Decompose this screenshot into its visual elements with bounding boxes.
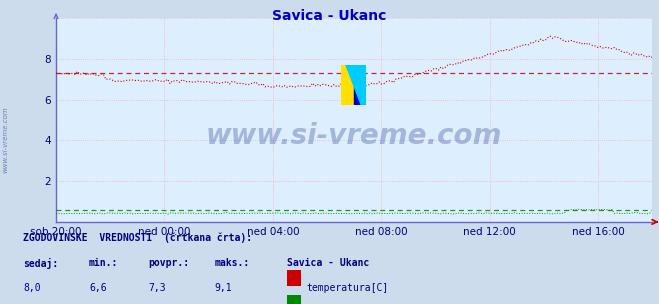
Text: www.si-vreme.com: www.si-vreme.com bbox=[2, 106, 9, 173]
Bar bbox=[341, 65, 354, 105]
Text: povpr.:: povpr.: bbox=[148, 258, 189, 268]
Text: ZGODOVINSKE  VREDNOSTI  (črtkana črta):: ZGODOVINSKE VREDNOSTI (črtkana črta): bbox=[23, 233, 252, 243]
Text: www.si-vreme.com: www.si-vreme.com bbox=[206, 123, 502, 150]
Polygon shape bbox=[346, 65, 366, 105]
Text: Savica - Ukanc: Savica - Ukanc bbox=[272, 9, 387, 22]
Bar bbox=[354, 65, 366, 105]
Text: min.:: min.: bbox=[89, 258, 119, 268]
Text: sedaj:: sedaj: bbox=[23, 258, 58, 269]
Text: temperatura[C]: temperatura[C] bbox=[306, 283, 389, 293]
Text: Savica - Ukanc: Savica - Ukanc bbox=[287, 258, 369, 268]
Text: 8,0: 8,0 bbox=[23, 283, 41, 293]
Text: 9,1: 9,1 bbox=[214, 283, 232, 293]
Text: 7,3: 7,3 bbox=[148, 283, 166, 293]
Text: maks.:: maks.: bbox=[214, 258, 249, 268]
Text: 6,6: 6,6 bbox=[89, 283, 107, 293]
